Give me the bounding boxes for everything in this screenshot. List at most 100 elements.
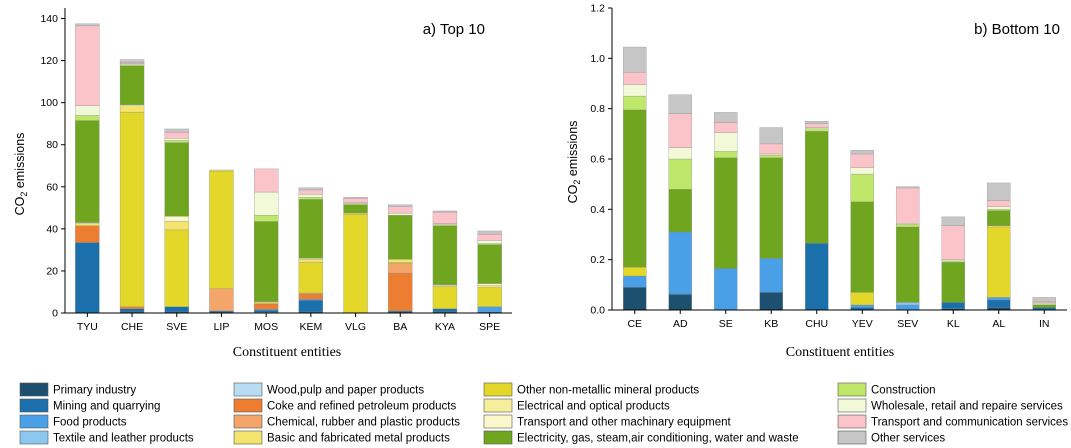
bar-segment-wholesale-retail-and-repaire-services <box>343 202 368 204</box>
bar-segment-construction <box>75 115 100 121</box>
bar-segment-mining-and-quarrying <box>119 308 145 313</box>
bar-segment-electricity-gas-steam-air-conditioning-water-and-waste <box>896 226 920 303</box>
bar-segment-coke-and-refined-petroleum-products <box>298 293 324 300</box>
legend-swatch <box>483 430 513 445</box>
panel-a-x-tick-label: SVE <box>166 321 187 333</box>
panel-b-chart: b) Bottom 10 Constituent entities CO2 em… <box>566 3 1067 360</box>
bar-segment-wholesale-retail-and-repaire-services <box>119 63 145 65</box>
legend-label: Wood,pulp and paper products <box>267 385 424 397</box>
panel-b-y-tick-label: 1.2 <box>590 3 605 15</box>
legend-item: Chemical, rubber and plastic products <box>233 414 460 429</box>
bar-segment-other-non-metallic-mineral-products <box>164 229 189 307</box>
bar-segment-basic-and-fabricated-metal-products <box>119 105 145 113</box>
panel-a-x-tick-label: MOS <box>254 321 278 333</box>
legend-swatch <box>19 414 49 429</box>
panel-a-bar-spe <box>477 230 502 314</box>
bar-segment-construction <box>432 224 458 226</box>
panel-a-x-tick-label: LIP <box>214 321 230 333</box>
bar-segment-other-non-metallic-mineral-products <box>119 111 145 307</box>
bar-segment-transport-and-communication-services <box>75 25 100 106</box>
legend-label: Electricity, gas, steam,air conditioning… <box>517 433 799 445</box>
bar-segment-transport-and-communication-services <box>850 153 874 168</box>
bar-segment-wholesale-retail-and-repaire-services <box>298 194 324 198</box>
bar-segment-mining-and-quarrying <box>987 299 1011 308</box>
panel-a-title: a) Top 10 <box>423 21 485 38</box>
bar-segment-construction <box>714 151 738 158</box>
legend-label: Construction <box>871 385 936 397</box>
bar-segment-electricity-gas-steam-air-conditioning-water-and-waste <box>850 201 874 293</box>
legend-swatch <box>483 414 513 429</box>
bar-segment-other-services <box>75 23 100 27</box>
legend-item: Basic and fabricated metal products <box>233 430 450 445</box>
bar-segment-food-products <box>298 299 324 301</box>
legend-item: Wood,pulp and paper products <box>233 382 424 397</box>
panel-a-bar-vlg <box>343 197 368 314</box>
bar-segment-construction <box>850 173 874 202</box>
bar-segment-wholesale-retail-and-repaire-services <box>987 206 1011 210</box>
panel-a-x-tick-label: KEM <box>299 321 322 333</box>
bar-segment-coke-and-refined-petroleum-products <box>75 225 100 243</box>
bar-segment-other-services <box>668 94 692 114</box>
bar-segment-wholesale-retail-and-repaire-services <box>805 127 829 129</box>
panel-b-y-tick-label: 0.0 <box>590 305 605 317</box>
legend-label: Other non-metallic mineral products <box>517 385 699 397</box>
bar-segment-mining-and-quarrying <box>164 306 189 313</box>
legend-item: Other non-metallic mineral products <box>483 382 699 397</box>
panel-a-x-tick-label: SPE <box>479 321 500 333</box>
legend-swatch <box>837 430 867 445</box>
bar-segment-transport-and-other-machinary-equipment <box>164 216 189 222</box>
bar-segment-construction <box>987 209 1011 211</box>
bar-segment-other-services <box>388 204 413 207</box>
bar-segment-transport-and-communication-services <box>164 131 189 139</box>
panel-a-bar-sve <box>164 128 189 314</box>
bar-segment-wholesale-retail-and-repaire-services <box>941 259 965 262</box>
bar-segment-construction <box>805 128 829 132</box>
panel-a-bar-kem <box>298 187 324 314</box>
legend-swatch <box>837 382 867 397</box>
bar-segment-basic-and-fabricated-metal-products <box>477 285 502 288</box>
legend-item: Primary industry <box>19 382 136 397</box>
bar-segment-wholesale-retail-and-repaire-services <box>432 223 458 225</box>
bar-segment-wholesale-retail-and-repaire-services <box>388 212 413 216</box>
panel-a-y-tick-label: 140 <box>40 13 58 25</box>
panel-b-y-axis-title-sub: 2 <box>572 180 582 185</box>
panel-b-x-tick-label: AD <box>673 318 688 330</box>
bar-segment-transport-and-communication-services <box>477 233 502 241</box>
bar-segment-basic-and-fabricated-metal-products <box>298 259 324 263</box>
bar-segment-other-services <box>623 46 647 73</box>
bar-segment-transport-and-communication-services <box>623 72 647 85</box>
bar-segment-construction <box>1032 303 1056 306</box>
legend-label: Other services <box>871 433 945 445</box>
bar-segment-transport-and-other-machinary-equipment <box>298 258 324 260</box>
bar-segment-other-non-metallic-mineral-products <box>298 262 324 294</box>
bar-segment-electricity-gas-steam-air-conditioning-water-and-waste <box>119 65 145 105</box>
bar-segment-construction <box>668 158 692 190</box>
bar-segment-wholesale-retail-and-repaire-services <box>623 84 647 97</box>
panel-a-y-tick-label: 40 <box>46 223 58 235</box>
panel-a-x-tick-label: KYA <box>435 321 455 333</box>
bar-segment-transport-and-communication-services <box>759 143 783 155</box>
bar-segment-electricity-gas-steam-air-conditioning-water-and-waste <box>759 157 783 259</box>
bar-segment-other-services <box>343 197 368 199</box>
bar-segment-electricity-gas-steam-air-conditioning-water-and-waste <box>623 109 647 268</box>
panel-b-x-tick-label: AL <box>992 318 1005 330</box>
bar-segment-electricity-gas-steam-air-conditioning-water-and-waste <box>164 142 189 217</box>
bar-segment-transport-and-communication-services <box>896 187 920 224</box>
bar-segment-coke-and-refined-petroleum-products <box>253 303 279 310</box>
panel-b-x-tick-label: IN <box>1039 318 1050 330</box>
panel-a-y-tick-label: 20 <box>46 265 58 277</box>
panel-b-bar-kl <box>941 216 965 311</box>
bar-segment-electricity-gas-steam-air-conditioning-water-and-waste <box>253 221 279 302</box>
bar-segment-transport-and-communication-services <box>987 200 1011 207</box>
bar-segment-food-products <box>714 268 738 311</box>
panel-a-y-tick-label: 120 <box>40 55 58 67</box>
panel-b-y-tick-label: 0.4 <box>590 204 605 216</box>
bar-segment-basic-and-fabricated-metal-products <box>987 225 1011 228</box>
bar-segment-other-services <box>805 121 829 124</box>
panel-a-x-axis-title: Constituent entities <box>233 345 342 360</box>
bar-segment-other-services <box>298 187 324 191</box>
bar-segment-mining-and-quarrying <box>805 243 829 311</box>
bar-segment-transport-and-other-machinary-equipment <box>119 104 145 106</box>
panel-a-chart: a) Top 10 Constituent entities CO2 emiss… <box>13 8 512 360</box>
